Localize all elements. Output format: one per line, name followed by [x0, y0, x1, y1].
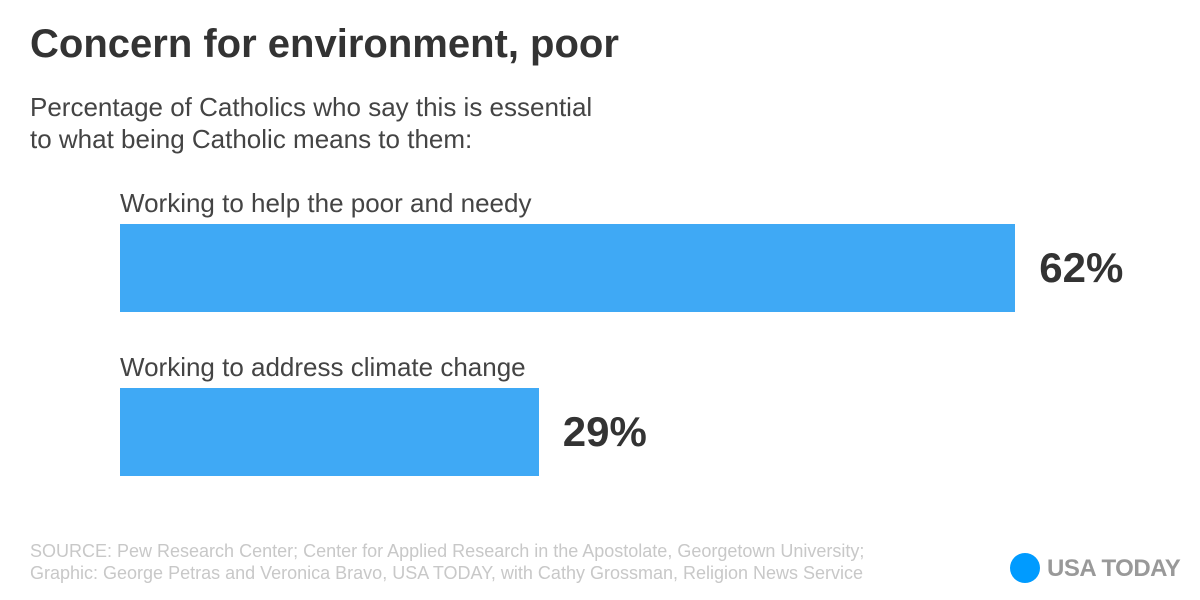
subtitle: Percentage of Catholics who say this is …: [30, 92, 593, 122]
bar: [120, 224, 1016, 312]
subtitle: to what being Catholic means to them:: [30, 124, 473, 154]
source-note: SOURCE: Pew Research Center; Center for …: [30, 541, 865, 561]
category-label: Working to address climate change: [120, 352, 526, 382]
logo-text: USA TODAY: [1047, 555, 1181, 582]
value-label: 29%: [562, 408, 647, 455]
category-label: Working to help the poor and needy: [120, 188, 532, 218]
bar: [120, 388, 539, 476]
chart-title: Concern for environment, poor: [30, 22, 619, 66]
value-label: 62%: [1039, 244, 1124, 291]
logo-mark: [1010, 553, 1040, 583]
source-note: Graphic: George Petras and Veronica Brav…: [30, 563, 864, 583]
